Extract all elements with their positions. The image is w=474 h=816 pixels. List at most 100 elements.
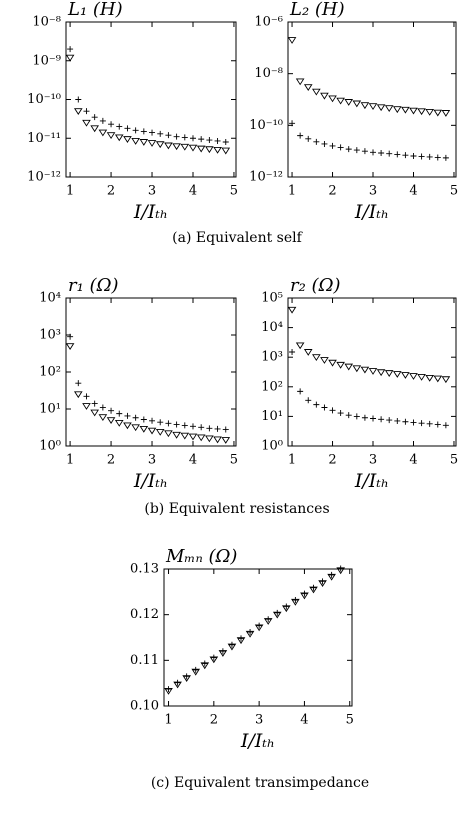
plus-marker <box>345 146 352 153</box>
triangle-marker <box>303 84 313 92</box>
plus-marker <box>265 616 272 623</box>
triangle-marker <box>106 417 116 424</box>
plus-marker <box>116 123 123 130</box>
y-tick-label: 10⁵ <box>261 291 283 306</box>
plus-marker <box>99 117 106 124</box>
triangle-marker <box>336 361 345 369</box>
triangle-marker <box>433 375 443 383</box>
triangle-marker <box>65 54 75 62</box>
plus-marker <box>91 400 98 407</box>
plus-marker <box>222 139 229 146</box>
plus-marker <box>394 151 401 158</box>
plus-marker <box>174 679 181 686</box>
chart-title: Mₘₙ (Ω) <box>165 546 237 567</box>
triangle-marker <box>336 567 345 575</box>
triangle-marker <box>300 592 309 600</box>
y-tick-label: 10⁻¹⁰ <box>249 118 283 133</box>
triangle-marker <box>182 675 191 682</box>
plus-marker <box>140 128 147 135</box>
plus-marker <box>418 420 425 427</box>
plus-marker <box>370 149 377 156</box>
plus-marker <box>329 142 336 149</box>
triangle-marker <box>344 363 354 371</box>
triangle-marker <box>318 580 327 587</box>
plot-frame <box>287 21 457 178</box>
y-tick-label: 10⁴ <box>39 291 61 306</box>
triangle-marker <box>409 107 418 115</box>
x-axis-label: I/Iₜₕ <box>354 470 389 492</box>
plus-marker <box>297 388 304 395</box>
triangle-marker <box>188 433 198 441</box>
y-tick-label: 10² <box>261 379 283 394</box>
x-tick-label: 1 <box>66 453 74 468</box>
triangle-marker <box>123 422 132 430</box>
plus-marker <box>124 412 131 419</box>
plus-marker <box>305 397 312 404</box>
triangle-marker <box>196 434 206 442</box>
plus-marker <box>386 417 393 424</box>
triangle-marker <box>221 437 231 444</box>
plus-marker <box>165 420 172 427</box>
triangle-marker <box>433 109 443 117</box>
plus-marker <box>353 413 360 420</box>
plus-marker <box>173 421 180 428</box>
triangle-marker <box>327 573 336 581</box>
plus-marker <box>378 416 385 423</box>
triangle-marker <box>401 106 410 114</box>
plus-marker <box>183 673 190 680</box>
triangle-marker <box>303 349 313 356</box>
triangle-marker <box>191 668 201 676</box>
triangle-marker <box>295 342 305 350</box>
triangle-marker <box>328 359 337 367</box>
x-tick-label: 4 <box>189 184 197 199</box>
plus-marker <box>410 419 417 426</box>
x-tick-label: 1 <box>66 184 74 199</box>
triangle-marker <box>281 605 291 613</box>
triangle-marker <box>417 374 426 381</box>
x-tick-label: 5 <box>450 453 458 468</box>
x-tick-label: 4 <box>189 453 197 468</box>
triangle-marker <box>147 427 157 435</box>
triangle-marker <box>425 108 435 116</box>
plus-marker <box>206 137 213 144</box>
triangle-marker <box>213 436 222 444</box>
triangle-marker <box>344 99 354 106</box>
plus-marker <box>228 641 235 648</box>
plus-marker <box>418 153 425 160</box>
plus-marker <box>198 136 205 143</box>
plus-marker <box>157 130 164 137</box>
triangle-marker <box>263 618 273 625</box>
plus-marker <box>426 153 433 160</box>
triangle-marker <box>172 143 181 151</box>
caption: (b) Equivalent resistances <box>144 501 329 517</box>
y-tick-label: 0.12 <box>130 607 159 622</box>
triangle-marker <box>227 643 237 651</box>
y-tick-label: 10⁰ <box>261 439 283 454</box>
y-tick-label: 10⁻¹² <box>249 170 283 185</box>
plus-marker <box>75 96 82 103</box>
plus-marker <box>132 414 139 421</box>
y-tick-label: 10³ <box>39 328 61 343</box>
plus-marker <box>370 415 377 422</box>
y-tick-label: 10⁰ <box>39 439 61 454</box>
plus-marker <box>83 108 90 115</box>
y-tick-label: 10⁻⁶ <box>254 15 283 30</box>
plus-marker <box>313 138 320 145</box>
triangle-marker <box>213 146 222 154</box>
plus-marker <box>329 407 336 414</box>
x-tick-label: 4 <box>409 453 417 468</box>
triangle-marker <box>272 611 282 619</box>
plus-marker <box>310 584 317 591</box>
triangle-marker <box>221 147 231 155</box>
plus-marker <box>201 660 208 667</box>
x-tick-label: 3 <box>369 453 377 468</box>
plus-marker <box>410 153 417 159</box>
triangle-marker <box>409 373 418 380</box>
plus-marker <box>361 148 368 155</box>
x-tick-label: 5 <box>230 184 238 199</box>
triangle-marker <box>147 140 157 147</box>
triangle-marker <box>164 142 173 150</box>
plus-marker <box>99 404 106 411</box>
y-tick-label: 10⁻⁸ <box>32 15 61 30</box>
